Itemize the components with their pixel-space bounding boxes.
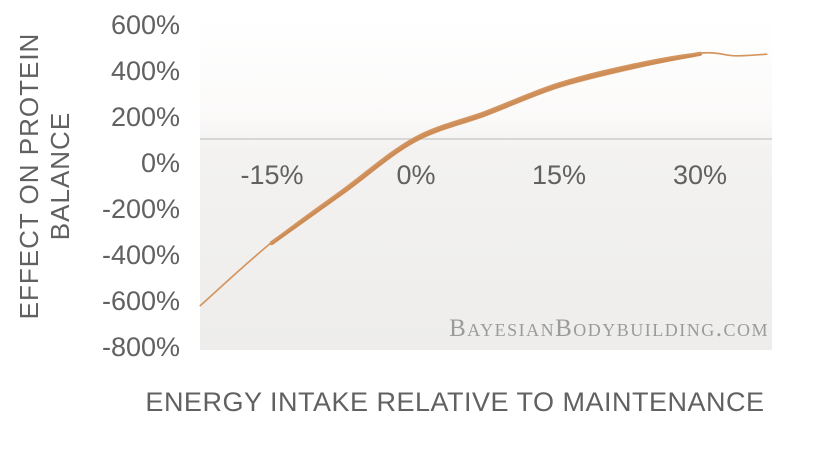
y-tick-label-neg-400: -400% xyxy=(101,240,180,270)
watermark-text: BayesianBodybuilding.com xyxy=(449,315,769,342)
y-tick-label-neg-600: -600% xyxy=(101,286,180,316)
x-tick-label-0: 0% xyxy=(396,160,436,190)
y-tick-label-600: 600% xyxy=(110,10,180,40)
y-tick-label-200: 200% xyxy=(110,102,180,132)
y-tick-label-neg-800: -800% xyxy=(101,332,180,362)
y-axis-title-line-2: BALANCE xyxy=(45,111,75,241)
y-tick-label-400: 400% xyxy=(110,56,180,86)
y-axis-title: EFFECT ON PROTEIN BALANCE xyxy=(14,33,76,320)
plot-area: -15% 0% 15% 30% BayesianBodybuilding.com xyxy=(200,16,772,350)
y-tick-label-neg-200: -200% xyxy=(101,194,180,224)
x-axis-title: ENERGY INTAKE RELATIVE TO MAINTENANCE xyxy=(145,387,765,417)
x-tick-label-15: 15% xyxy=(531,160,587,190)
axis-crossing-line xyxy=(200,138,772,140)
x-tick-label-30: 30% xyxy=(672,160,728,190)
x-tick-label-neg-15: -15% xyxy=(240,160,304,190)
y-tick-label-0: 0% xyxy=(140,148,180,178)
y-axis-title-line-1: EFFECT ON PROTEIN xyxy=(14,32,44,320)
